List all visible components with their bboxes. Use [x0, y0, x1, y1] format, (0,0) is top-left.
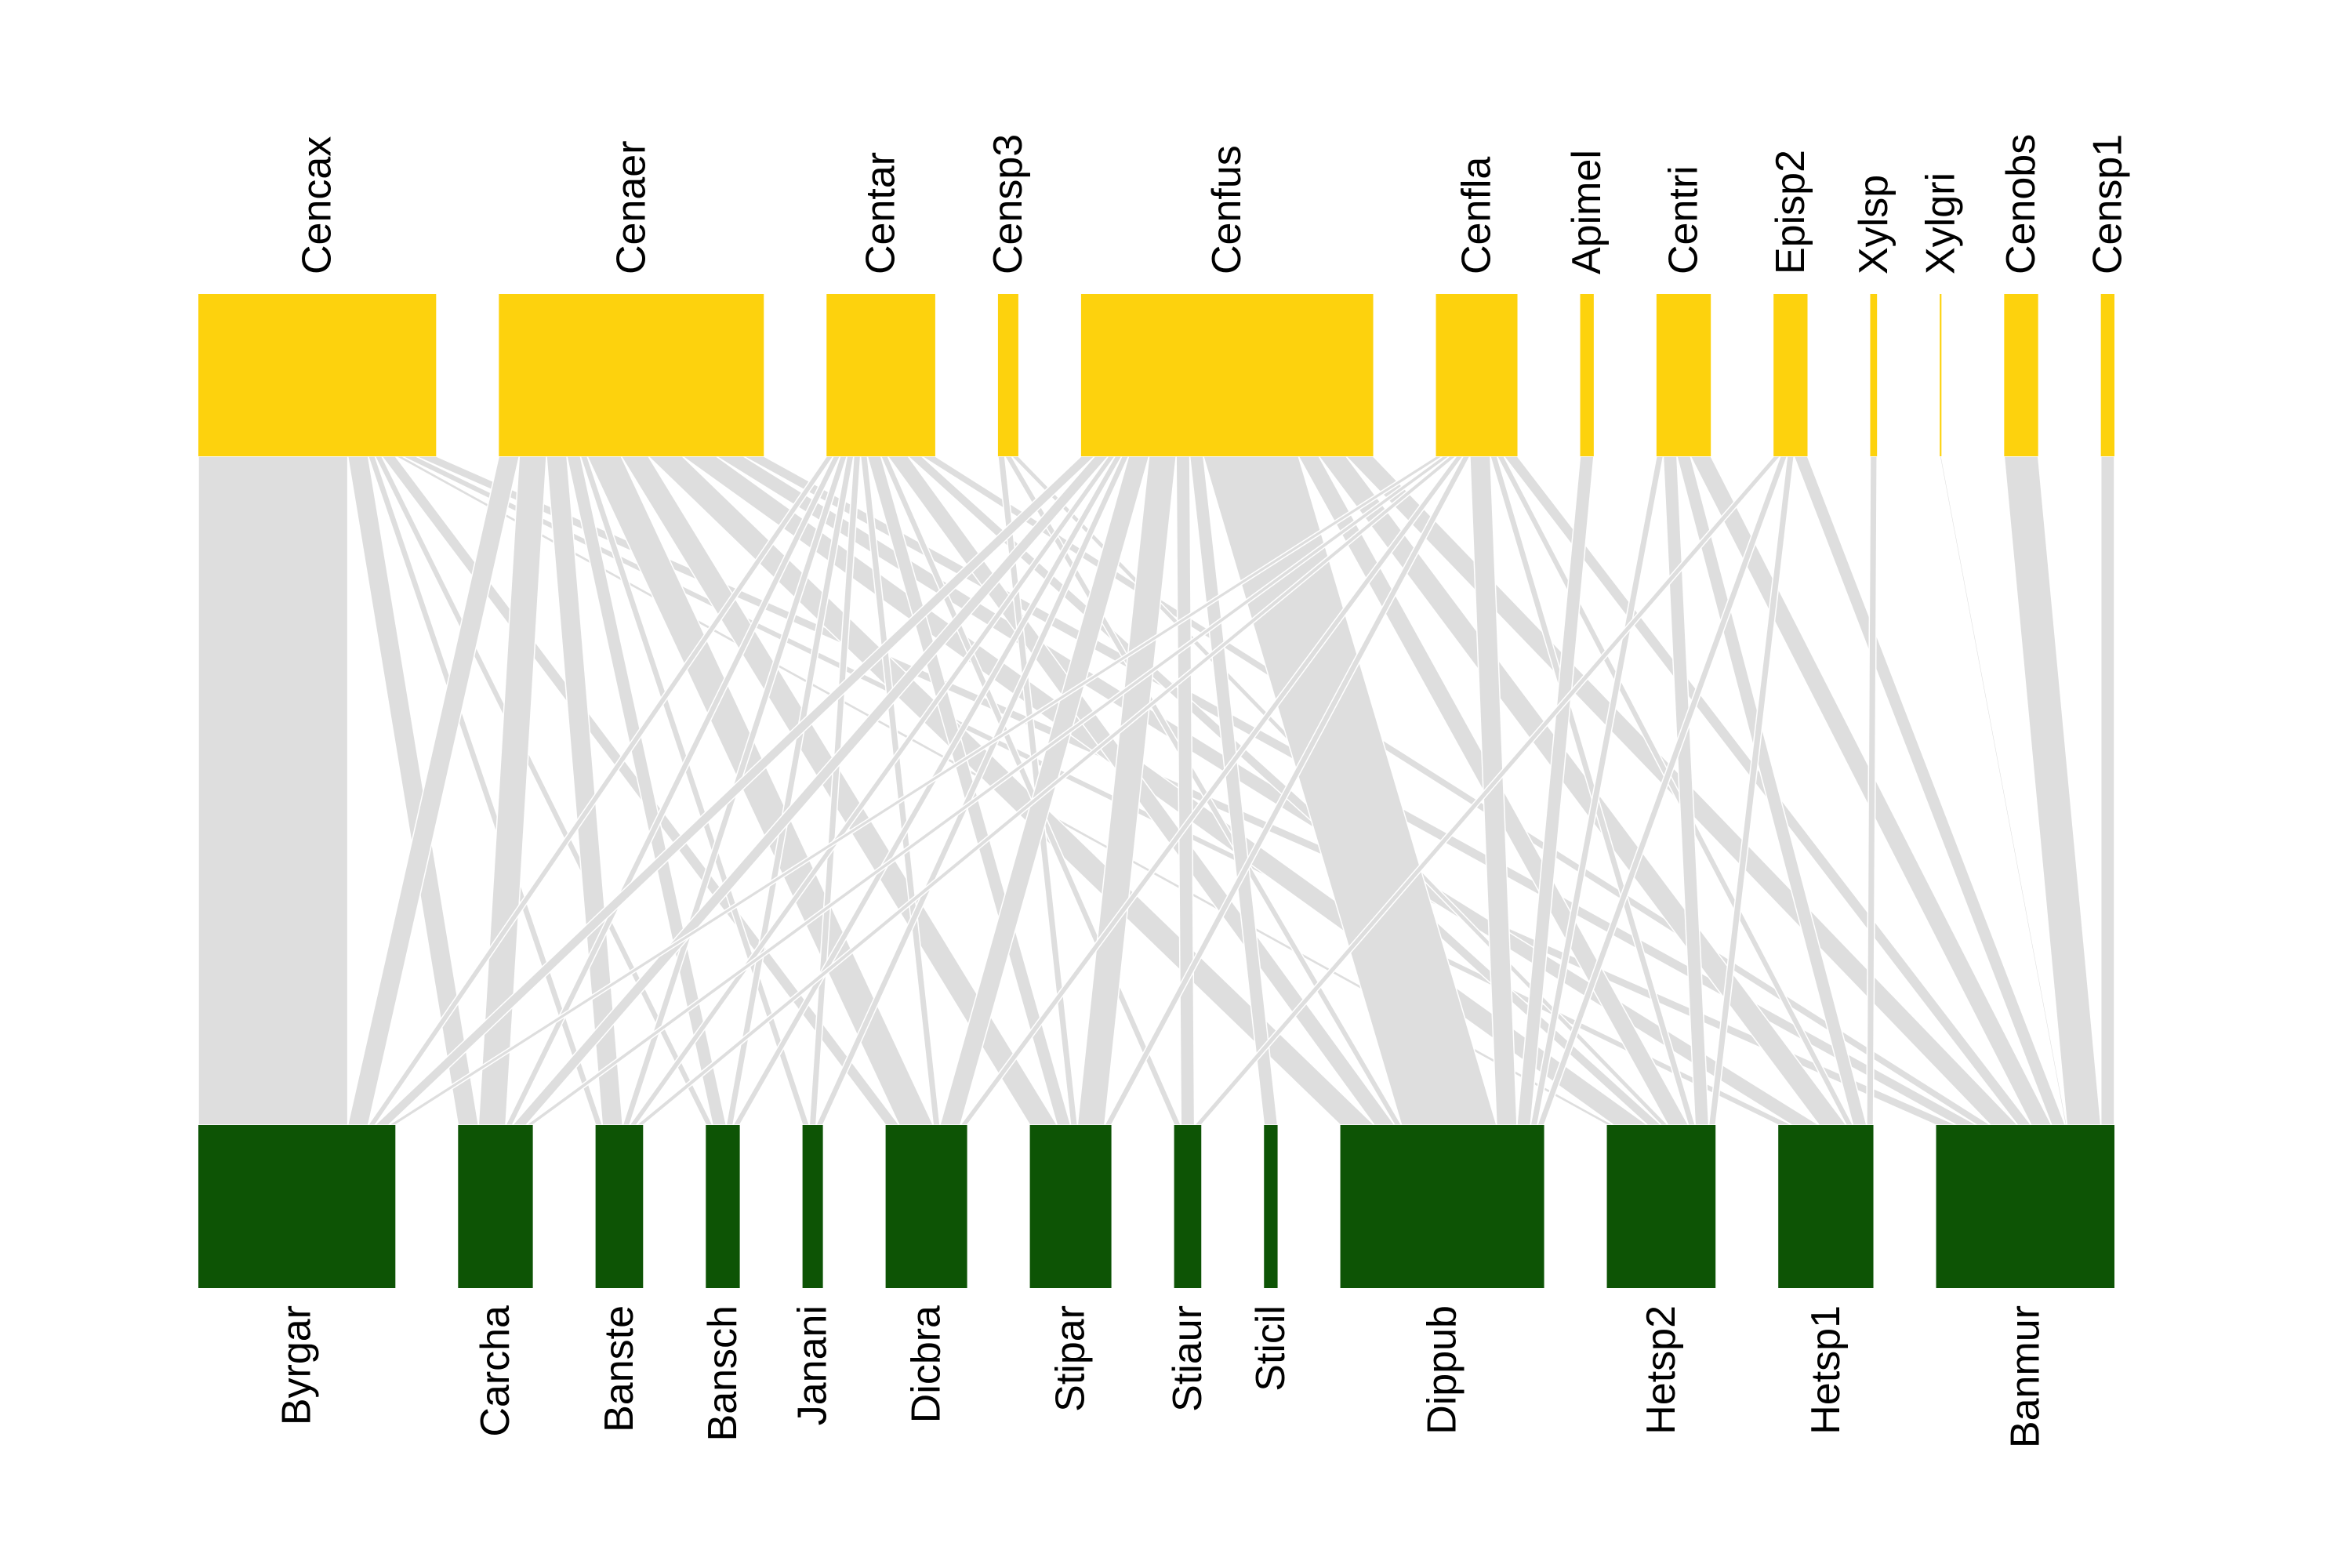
upper-node-Cenobs[interactable]: [2004, 294, 2038, 456]
upper-node-label: Censp3: [985, 134, 1031, 274]
upper-node-Xylgri[interactable]: [1940, 294, 1942, 456]
upper-node-Episp2[interactable]: [1773, 294, 1808, 456]
upper-node-label: Cenobs: [1998, 134, 2044, 274]
upper-node-Cenaer[interactable]: [499, 294, 764, 456]
lower-node-Stipar[interactable]: [1029, 1125, 1112, 1288]
lower-node-label: Janani: [790, 1305, 836, 1425]
upper-node-label: Apimel: [1564, 150, 1610, 274]
upper-level-nodes: [198, 294, 2114, 456]
upper-node-label: Xylsp: [1851, 175, 1896, 274]
upper-node-Cenfla[interactable]: [1436, 294, 1518, 456]
lower-node-label: Byrgar: [274, 1305, 320, 1425]
upper-node-label: Cenaer: [608, 140, 654, 274]
lower-level-labels: Byrgar Carcha Banste Bansch Janani Dicbra Stip…: [274, 1305, 2049, 1448]
lower-node-Sticil[interactable]: [1264, 1125, 1278, 1288]
lower-node-Dippub[interactable]: [1340, 1125, 1544, 1288]
upper-level-labels: Cencax Cenaer Centar Censp3 Cenfus Cenfla Apim…: [295, 134, 2131, 274]
link-Cencax-Byrgar: [198, 456, 349, 1126]
upper-node-label: Centri: [1661, 165, 1707, 274]
interaction-links: [198, 456, 2115, 1126]
lower-node-Banmur[interactable]: [1936, 1125, 2114, 1288]
upper-node-Apimel[interactable]: [1580, 294, 1594, 456]
upper-node-label: Cenfla: [1454, 157, 1500, 274]
lower-node-label: Dicbra: [904, 1305, 949, 1423]
lower-node-Stiaur[interactable]: [1174, 1125, 1202, 1288]
upper-node-Cencax[interactable]: [198, 294, 437, 456]
lower-node-Janani[interactable]: [802, 1125, 823, 1288]
upper-node-label: Censp1: [2085, 134, 2130, 274]
lower-node-label: Bansch: [700, 1305, 746, 1441]
lower-node-Hetsp1[interactable]: [1778, 1125, 1874, 1288]
upper-node-Xylsp[interactable]: [1870, 294, 1878, 456]
lower-node-Byrgar[interactable]: [198, 1125, 396, 1288]
lower-node-Carcha[interactable]: [458, 1125, 533, 1288]
lower-node-Hetsp2[interactable]: [1606, 1125, 1716, 1288]
upper-node-label: Centar: [858, 152, 904, 274]
lower-node-label: Stiaur: [1165, 1305, 1210, 1412]
lower-node-label: Sticil: [1248, 1305, 1294, 1392]
lower-node-label: Banmur: [2002, 1305, 2048, 1448]
upper-node-label: Cenfus: [1204, 145, 1250, 274]
upper-node-label: Episp2: [1768, 150, 1813, 274]
upper-node-label: Xylgri: [1918, 172, 1963, 274]
lower-node-Bansch[interactable]: [706, 1125, 740, 1288]
lower-node-label: Carcha: [473, 1305, 518, 1437]
lower-level-nodes: [198, 1125, 2114, 1288]
upper-node-Censp1[interactable]: [2100, 294, 2114, 456]
upper-node-label: Cencax: [295, 136, 340, 274]
lower-node-Banste[interactable]: [595, 1125, 644, 1288]
link-Censp1-Banmur: [2100, 456, 2115, 1126]
upper-node-Centar[interactable]: [826, 294, 935, 456]
upper-node-Centri[interactable]: [1656, 294, 1711, 456]
lower-node-label: Stipar: [1048, 1305, 1094, 1412]
upper-node-Censp3[interactable]: [997, 294, 1018, 456]
lower-node-Dicbra[interactable]: [885, 1125, 967, 1288]
lower-node-label: Banste: [597, 1305, 642, 1432]
lower-node-label: Dippub: [1420, 1305, 1465, 1435]
lower-node-label: Hetsp1: [1803, 1305, 1849, 1435]
lower-node-label: Hetsp2: [1639, 1305, 1684, 1435]
upper-node-Cenfus[interactable]: [1080, 294, 1374, 456]
